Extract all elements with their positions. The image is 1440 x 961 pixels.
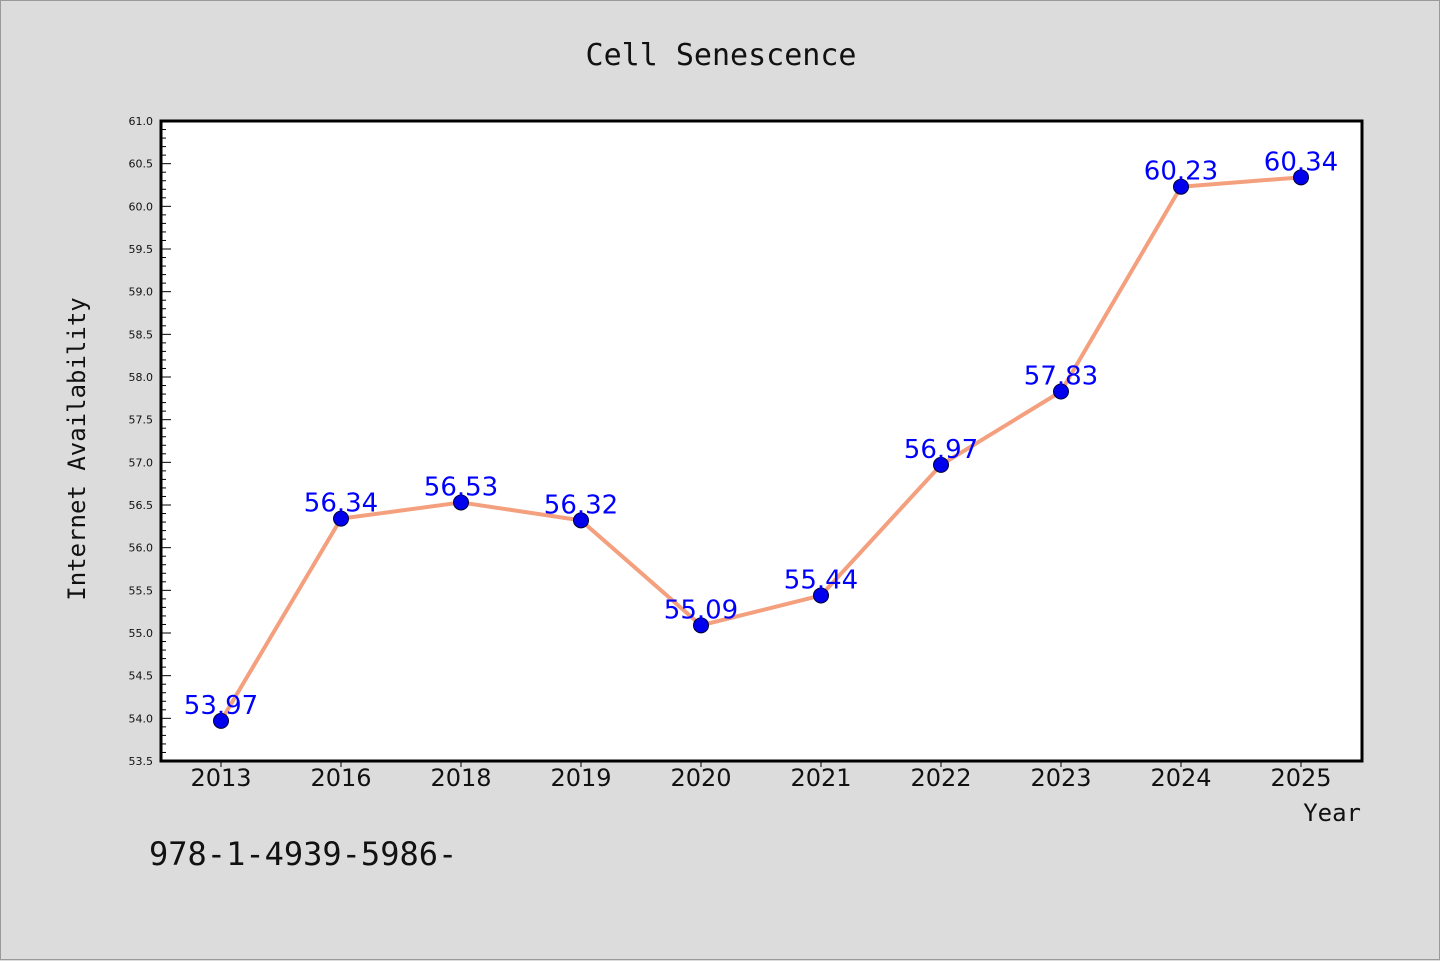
- data-point: [933, 456, 949, 473]
- data-label: 55.09: [664, 595, 738, 625]
- x-axis: 2013 2016 2018 2019 2020 2021 2022 2023 2024 2025: [190, 761, 1332, 792]
- data-point: [333, 510, 349, 527]
- data-label: 56.32: [544, 490, 618, 520]
- x-tick-label: 2019: [550, 764, 611, 792]
- y-tick-label: 54.5: [129, 670, 154, 683]
- x-tick-label: 2025: [1270, 764, 1331, 792]
- y-tick-label: 59.0: [129, 286, 154, 299]
- y-tick-label: 57.5: [129, 414, 154, 427]
- data-point: [693, 617, 709, 634]
- data-point: [573, 512, 589, 529]
- x-axis-label: Year: [1303, 799, 1361, 827]
- x-tick-label: 2022: [910, 764, 971, 792]
- y-axis-label: Internet Availability: [63, 297, 91, 600]
- x-tick-label: 2023: [1030, 764, 1091, 792]
- isbn-annotation: 978-1-4939-5986-: [149, 835, 457, 873]
- y-tick-label: 56.5: [129, 499, 154, 512]
- y-axis: 53.5 54.0 54.5 55.0 55.5 56.0 56.5 57.0 57.5 58.0…: [129, 115, 171, 768]
- y-tick-label: 59.5: [129, 243, 154, 256]
- data-point: [213, 712, 229, 729]
- x-tick-label: 2013: [190, 764, 251, 792]
- y-tick-label: 55.0: [129, 627, 154, 640]
- x-tick-label: 2020: [670, 764, 731, 792]
- x-tick-label: 2018: [430, 764, 491, 792]
- data-label: 60.34: [1264, 147, 1338, 177]
- plot-area: [159, 119, 1364, 763]
- data-label: 55.44: [784, 565, 858, 595]
- data-point: [813, 587, 829, 604]
- data-label: 60.23: [1144, 157, 1218, 187]
- series-group: 53.97 56.34 56.53 56.32 55.09 55.44 56.97 57.83…: [184, 147, 1338, 729]
- y-tick-label: 55.5: [129, 584, 154, 597]
- y-tick-label: 61.0: [129, 115, 154, 128]
- y-tick-label: 60.5: [129, 158, 154, 171]
- data-point: [1053, 383, 1069, 400]
- y-tick-label: 54.0: [129, 712, 154, 725]
- data-point: [453, 494, 469, 511]
- y-tick-label: 58.5: [129, 328, 154, 341]
- data-label: 56.97: [904, 435, 978, 465]
- data-label: 56.53: [424, 472, 498, 502]
- y-tick-label: 60.0: [129, 200, 154, 213]
- x-tick-label: 2024: [1150, 764, 1211, 792]
- chart-title: Cell Senescence: [586, 38, 857, 73]
- series-line: [219, 175, 1303, 723]
- y-tick-label: 58.0: [129, 371, 154, 384]
- y-tick-label: 53.5: [129, 755, 154, 768]
- data-point: [1173, 178, 1189, 195]
- y-tick-label: 57.0: [129, 456, 154, 469]
- data-label: 53.97: [184, 691, 258, 721]
- y-tick-label: 56.0: [129, 542, 154, 555]
- x-tick-label: 2021: [790, 764, 851, 792]
- data-label: 56.34: [304, 489, 378, 519]
- x-tick-label: 2016: [310, 764, 371, 792]
- data-label: 57.83: [1024, 362, 1098, 392]
- data-point: [1293, 169, 1309, 186]
